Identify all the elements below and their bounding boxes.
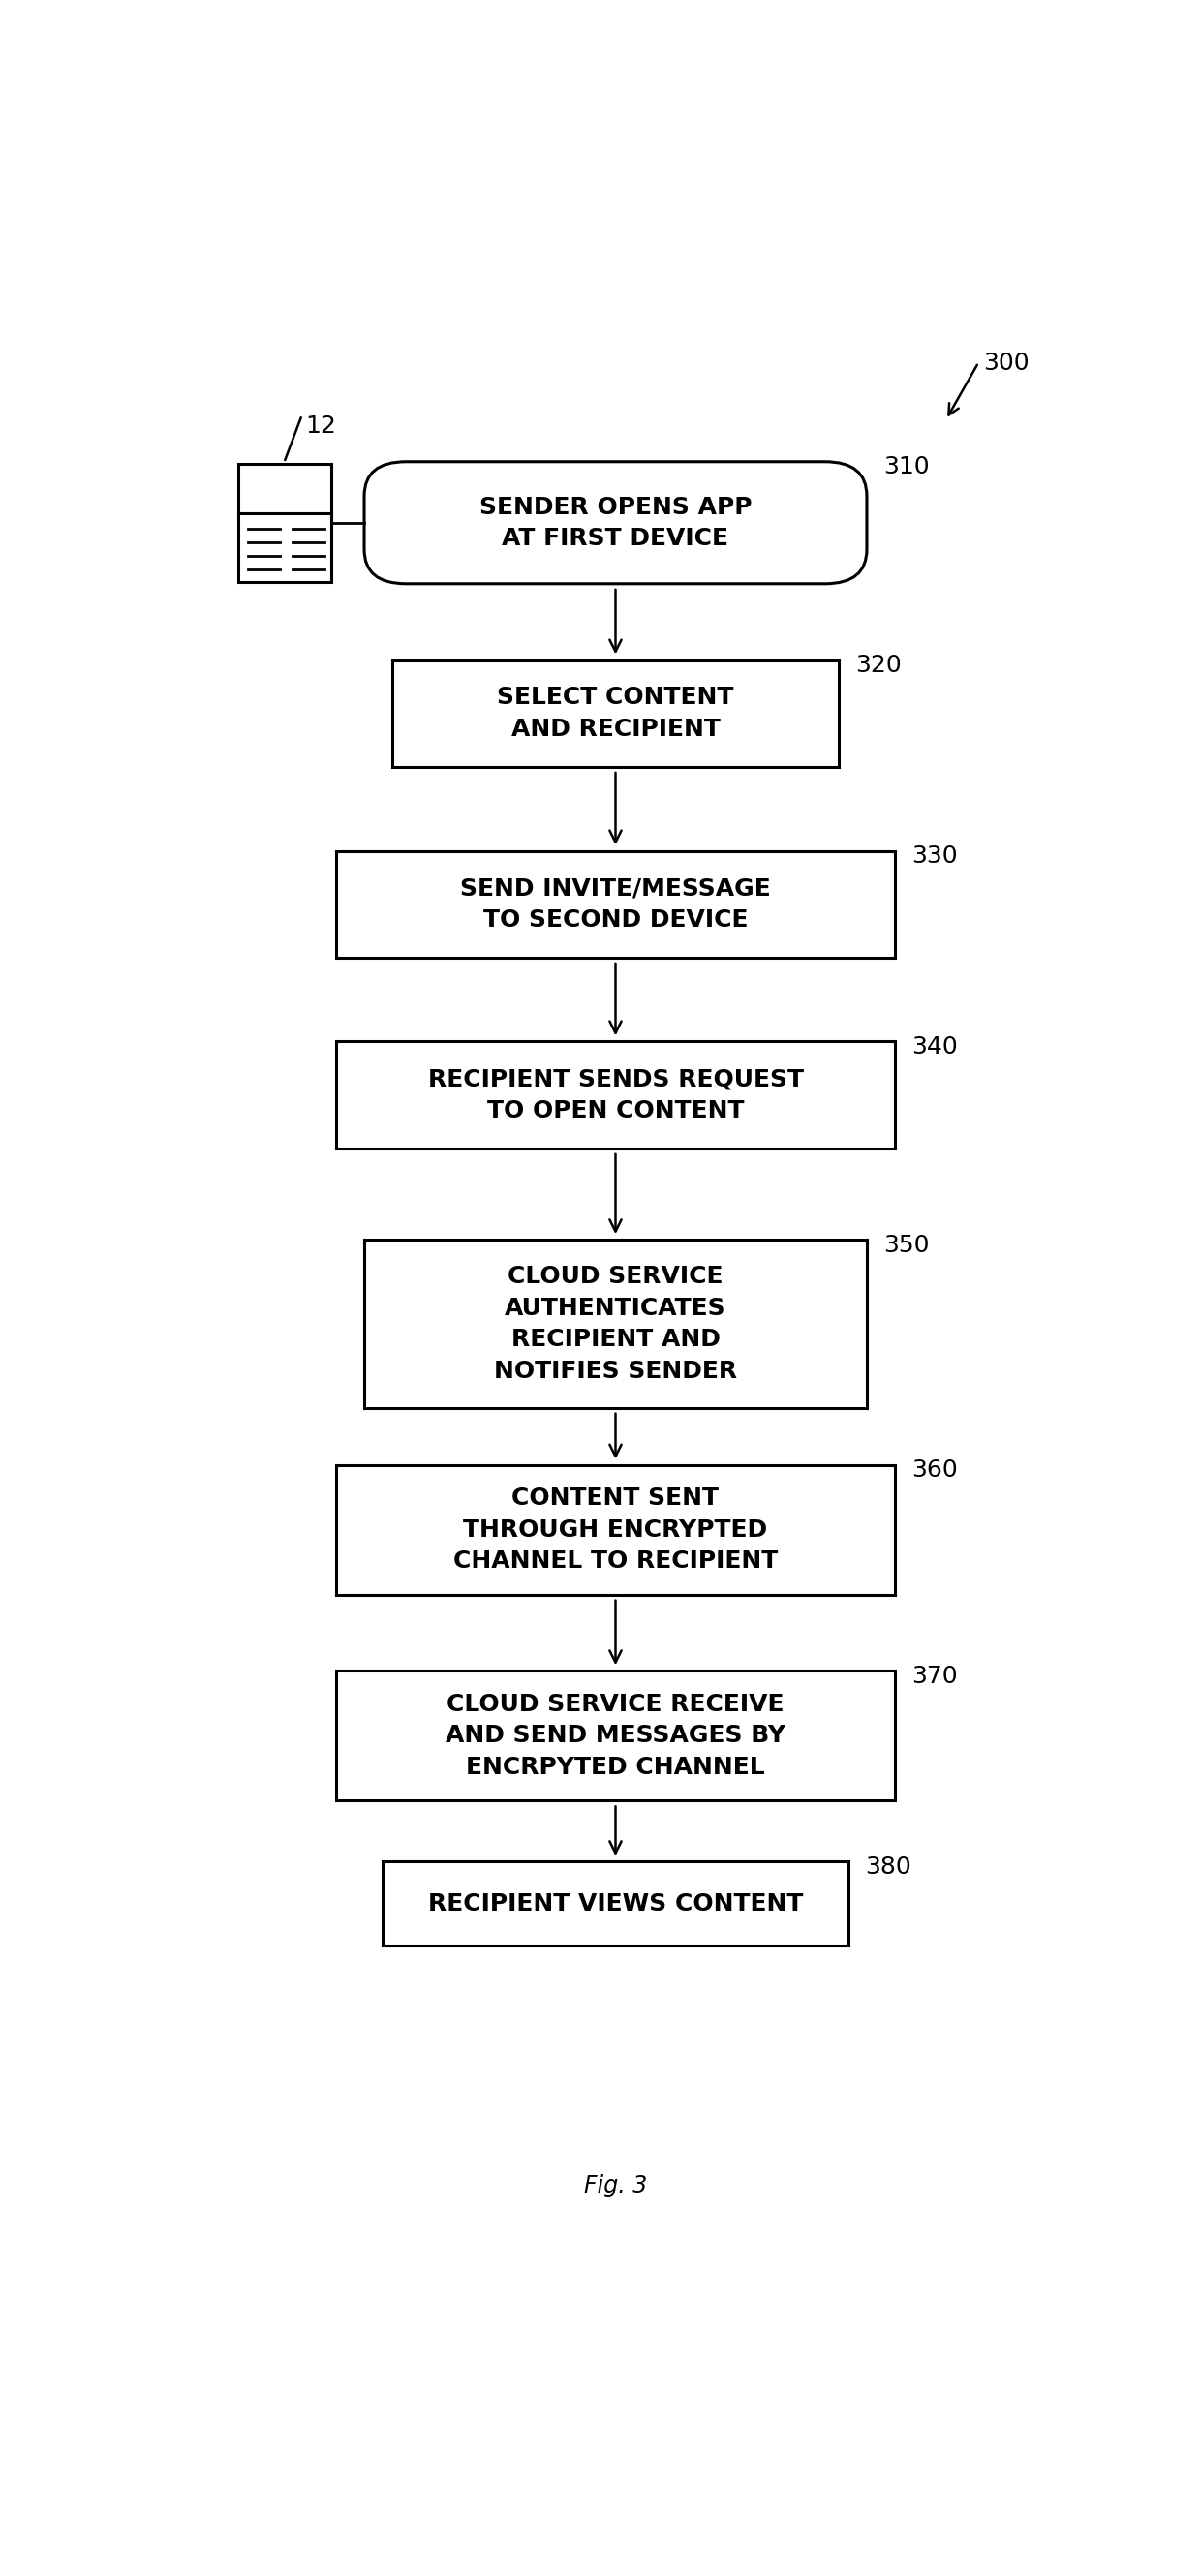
Bar: [383, 1862, 848, 1945]
Text: RECIPIENT VIEWS CONTENT: RECIPIENT VIEWS CONTENT: [428, 1891, 803, 1914]
Bar: [336, 1672, 895, 1801]
Text: SELECT CONTENT
AND RECIPIENT: SELECT CONTENT AND RECIPIENT: [497, 685, 734, 742]
Bar: [392, 659, 839, 768]
Text: 360: 360: [912, 1458, 957, 1481]
Text: CONTENT SENT
THROUGH ENCRYPTED
CHANNEL TO RECIPIENT: CONTENT SENT THROUGH ENCRYPTED CHANNEL T…: [453, 1486, 778, 1574]
Text: CLOUD SERVICE
AUTHENTICATES
RECIPIENT AND
NOTIFIES SENDER: CLOUD SERVICE AUTHENTICATES RECIPIENT AN…: [494, 1265, 737, 1383]
Text: 320: 320: [855, 654, 902, 677]
Bar: [364, 1239, 867, 1406]
Bar: [239, 513, 331, 582]
FancyBboxPatch shape: [364, 461, 867, 585]
Text: 300: 300: [984, 350, 1029, 374]
Text: 350: 350: [884, 1234, 930, 1257]
Text: 330: 330: [912, 845, 957, 868]
Text: CLOUD SERVICE RECEIVE
AND SEND MESSAGES BY
ENCRPYTED CHANNEL: CLOUD SERVICE RECEIVE AND SEND MESSAGES …: [446, 1692, 785, 1780]
Bar: [239, 464, 331, 513]
Text: 380: 380: [865, 1855, 912, 1878]
Text: 370: 370: [912, 1664, 957, 1687]
Text: 310: 310: [884, 456, 930, 479]
Text: Fig. 3: Fig. 3: [584, 2174, 647, 2197]
Text: SEND INVITE/MESSAGE
TO SECOND DEVICE: SEND INVITE/MESSAGE TO SECOND DEVICE: [460, 876, 771, 933]
Bar: [336, 1466, 895, 1595]
Text: SENDER OPENS APP
AT FIRST DEVICE: SENDER OPENS APP AT FIRST DEVICE: [479, 495, 752, 551]
Text: RECIPIENT SENDS REQUEST
TO OPEN CONTENT: RECIPIENT SENDS REQUEST TO OPEN CONTENT: [428, 1066, 803, 1123]
Text: 12: 12: [305, 415, 336, 438]
Text: 340: 340: [912, 1036, 957, 1059]
Bar: [336, 1041, 895, 1149]
Bar: [336, 850, 895, 958]
